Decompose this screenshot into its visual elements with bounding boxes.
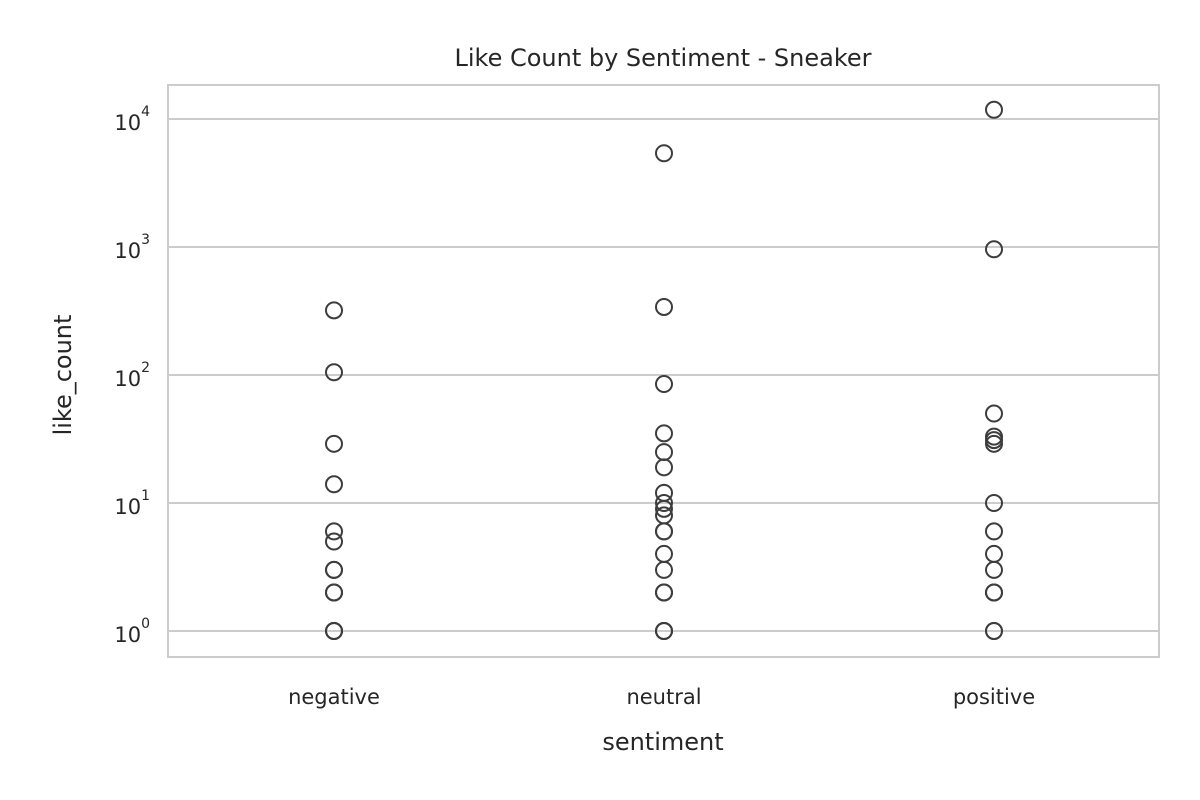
data-point-neutral [655,144,673,163]
data-point-negative [325,522,343,541]
y-tick-label: 102 [114,360,150,391]
data-point-positive [985,522,1003,541]
data-point-positive [985,560,1003,579]
data-point-neutral [655,375,673,394]
data-point-positive [985,544,1003,563]
x-tick-label-positive: positive [953,685,1035,709]
data-point-neutral [655,522,673,541]
data-point-neutral [655,443,673,462]
data-point-neutral [655,506,673,525]
y-axis-label: like_count [49,315,77,436]
data-point-neutral [655,583,673,602]
data-point-negative [325,363,343,382]
data-point-negative [325,622,343,640]
data-point-neutral [655,622,673,640]
data-point-negative [325,475,343,494]
y-tick-label: 100 [114,616,150,647]
data-point-positive [985,622,1003,640]
data-point-negative [325,583,343,602]
data-point-negative [325,560,343,579]
gridlines [168,118,1159,632]
data-point-neutral [655,560,673,579]
y-tick-label: 103 [114,232,150,263]
x-axis-ticks: negative neutral positive [288,685,1035,709]
y-tick-label: 104 [114,104,150,135]
data-point-neutral [655,544,673,563]
x-tick-label-negative: negative [288,685,380,709]
data-point-negative [325,301,343,320]
x-axis-label: sentiment [602,728,723,756]
data-point-neutral [655,458,673,477]
data-point-positive [985,431,1003,450]
plot-frame [167,84,1160,658]
data-point-negative [325,434,343,453]
chart-title: Like Count by Sentiment - Sneaker [454,44,871,72]
data-point-neutral [655,297,673,316]
data-point-positive [985,427,1003,446]
data-point-positive [985,404,1003,423]
data-point-neutral [655,424,673,443]
data-point-neutral [655,494,673,512]
data-point-negative [325,532,343,551]
data-point-positive [985,240,1003,259]
data-points [325,100,1003,640]
y-axis-ticks: 100 101 102 103 104 [114,104,150,647]
x-tick-label-neutral: neutral [626,685,701,709]
data-point-positive [985,494,1003,512]
data-point-positive [985,100,1003,119]
data-point-neutral [655,483,673,502]
data-point-positive [985,583,1003,602]
y-tick-label: 101 [114,488,150,519]
